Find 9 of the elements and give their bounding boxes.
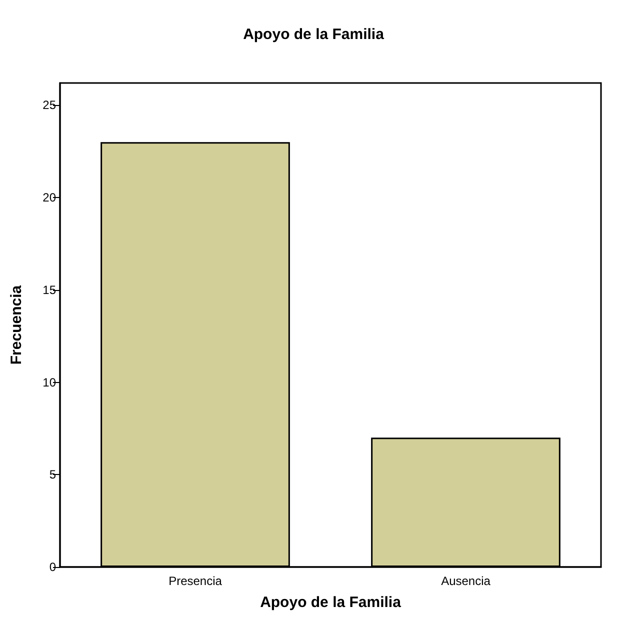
y-tick-label: 15 <box>42 282 56 297</box>
y-tick-label: 25 <box>42 98 56 112</box>
chart-title: Apoyo de la Familia <box>243 26 385 43</box>
x-axis-title: Apoyo de la Familia <box>260 594 402 611</box>
x-tick-label: Presencia <box>168 574 222 588</box>
y-tick-label: 10 <box>42 375 56 390</box>
x-tick-label: Ausencia <box>441 574 491 588</box>
y-axis-title: Frecuencia <box>8 284 25 365</box>
y-tick-label: 20 <box>42 190 56 205</box>
